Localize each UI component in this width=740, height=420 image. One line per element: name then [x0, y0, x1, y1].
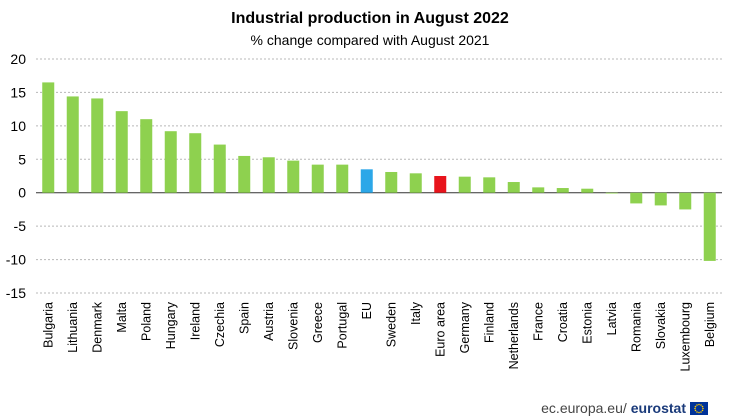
chart-title: Industrial production in August 2022 [231, 10, 509, 27]
x-tick-label: Greece [311, 302, 325, 343]
source-brand: eurostat [630, 400, 686, 416]
y-tick-label: 15 [10, 84, 26, 100]
x-tick-label: Hungary [164, 301, 178, 349]
x-tick-label: Netherlands [507, 302, 521, 369]
bar-croatia [556, 188, 569, 193]
x-tick-label: Spain [237, 302, 251, 334]
bar-estonia [581, 188, 594, 193]
source-credit: ec.europa.eu/eurostat [541, 400, 708, 416]
bar-romania [630, 192, 643, 204]
x-tick-label: Belgium [703, 302, 717, 347]
x-tick-label: Germany [458, 301, 472, 353]
x-tick-label: Portugal [335, 302, 349, 349]
y-tick-label: -15 [6, 285, 26, 301]
x-tick-label: Austria [262, 302, 276, 341]
x-tick-label: Sweden [384, 302, 398, 347]
bar-greece [311, 164, 324, 193]
bar-poland [140, 119, 153, 193]
bar-portugal [336, 164, 349, 193]
x-tick-label: Luxembourg [678, 302, 692, 372]
y-axis-ticks: 20 15 10 5 0 -5 -10 -15 [6, 51, 26, 301]
bar-latvia [605, 192, 618, 194]
bar-austria [262, 157, 275, 193]
x-tick-label: Ireland [188, 302, 202, 340]
bar-slovenia [287, 160, 300, 193]
chart-subtitle: % change compared with August 2021 [250, 32, 490, 48]
bar-luxembourg [679, 192, 692, 210]
bar-france [532, 187, 545, 193]
bar-finland [483, 177, 496, 193]
bar-spain [238, 155, 251, 193]
y-tick-label: 0 [18, 185, 26, 201]
x-tick-label: France [531, 302, 545, 341]
x-tick-label: Czechia [213, 302, 227, 347]
x-tick-label: EU [360, 302, 374, 319]
eu-flag-icon [690, 401, 708, 415]
y-tick-label: 20 [10, 51, 26, 67]
bar-sweden [385, 171, 398, 193]
bar-denmark [91, 98, 104, 193]
x-axis-ticks: Bulgaria Lithuania Denmark Malta Poland Hunga… [41, 301, 717, 371]
x-tick-label: Slovenia [286, 302, 300, 350]
x-tick-label: Denmark [90, 301, 104, 352]
bars [42, 82, 716, 261]
y-tick-label: 5 [18, 151, 26, 167]
bar-germany [458, 176, 471, 193]
bar-malta [115, 111, 128, 193]
bar-slovakia [654, 192, 667, 206]
x-tick-label: Bulgaria [41, 302, 55, 348]
x-tick-label: Lithuania [66, 302, 80, 353]
y-tick-label: 10 [10, 118, 26, 134]
x-tick-label: Poland [139, 302, 153, 341]
x-tick-label: Italy [409, 301, 423, 325]
bar-netherlands [507, 182, 520, 193]
x-tick-label: Romania [629, 302, 643, 352]
x-tick-label: Euro area [433, 302, 447, 357]
x-tick-label: Latvia [605, 302, 619, 335]
x-tick-label: Malta [115, 302, 129, 333]
bar-euro-area [434, 176, 447, 193]
bar-belgium [703, 192, 716, 261]
x-tick-label: Slovakia [654, 302, 668, 349]
bar-eu [360, 169, 373, 193]
bar-bulgaria [42, 82, 55, 193]
bar-lithuania [66, 96, 79, 193]
grid-lines [36, 58, 722, 294]
bar-italy [409, 173, 422, 193]
x-tick-label: Finland [482, 302, 496, 343]
y-tick-label: -10 [6, 252, 26, 268]
bar-czechia [213, 144, 226, 193]
y-tick-label: -5 [14, 218, 27, 234]
x-tick-label: Croatia [556, 302, 570, 342]
bar-hungary [164, 131, 177, 193]
bar-ireland [189, 133, 202, 193]
x-tick-label: Estonia [580, 302, 594, 344]
source-site: ec.europa.eu/ [541, 400, 627, 416]
